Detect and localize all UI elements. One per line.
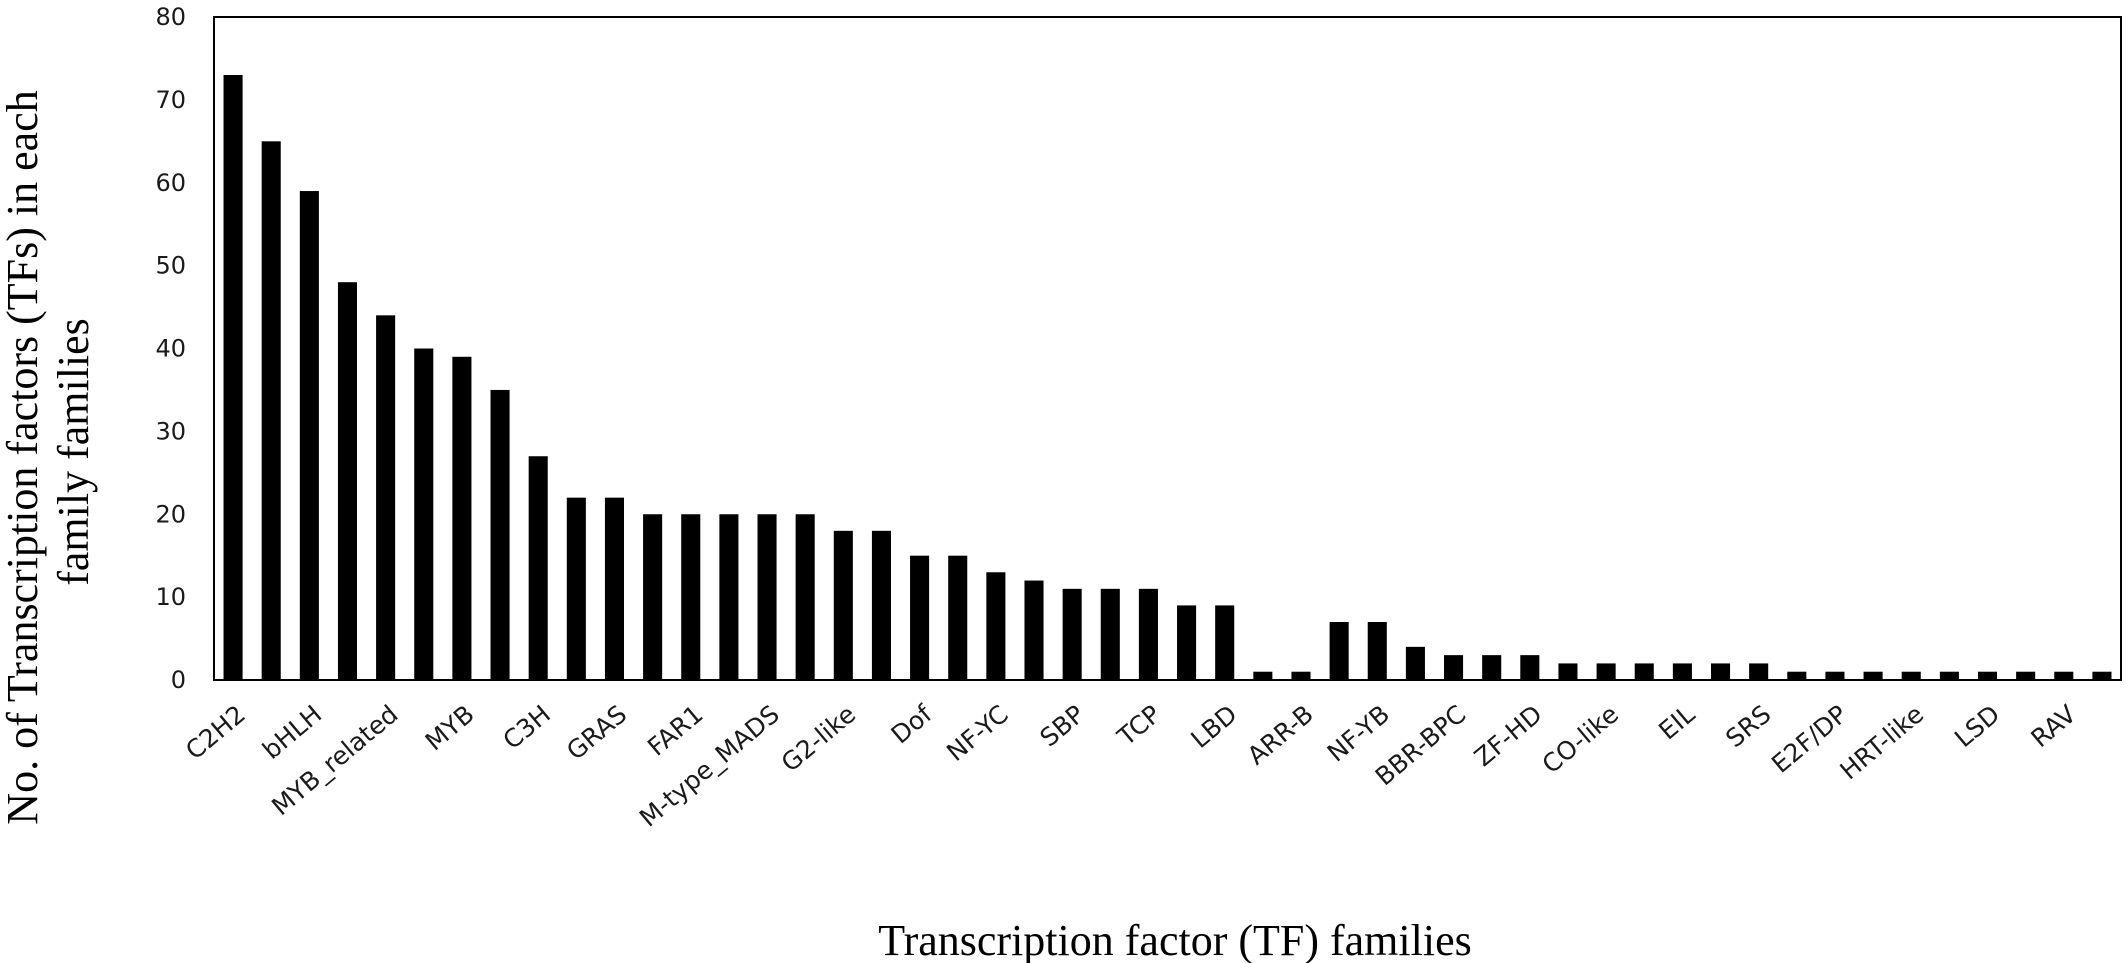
bar (1215, 605, 1235, 680)
bar (1482, 655, 1502, 680)
bar (1939, 671, 1959, 680)
bar (452, 356, 472, 680)
x-category-label: MYB (420, 699, 480, 756)
bar (1977, 671, 1998, 680)
bar (2054, 671, 2074, 680)
bar (757, 514, 777, 680)
bar (1253, 671, 1273, 680)
x-axis-title: Transcription factor (TF) families (878, 916, 1471, 963)
x-category-label: HRT-like (1834, 699, 1929, 785)
bar (1749, 663, 1769, 680)
bar (1863, 671, 1883, 680)
bar (1405, 646, 1425, 680)
y-axis-title: No. of Transcription factors (TFs) in ea… (0, 79, 98, 824)
x-category-label: C3H (497, 699, 556, 755)
bar-group (223, 75, 2112, 681)
bar (604, 497, 625, 680)
x-category-label: LSD (1949, 699, 2005, 753)
bar (1024, 580, 1044, 680)
bar (1177, 605, 1197, 680)
x-category-label: LBD (1185, 699, 1242, 754)
bar (1825, 671, 1845, 680)
y-tick-label: 0 (171, 666, 186, 694)
x-category-label: RAV (2025, 699, 2081, 753)
bar (528, 456, 548, 680)
bar (910, 555, 930, 680)
bar (490, 389, 510, 680)
y-tick-label: 10 (155, 583, 186, 611)
x-category-label: GRAS (561, 699, 632, 765)
y-tick-label: 70 (155, 86, 186, 114)
bar (2092, 671, 2112, 680)
bar (833, 530, 853, 680)
x-category-label: CO-like (1537, 699, 1624, 779)
bar (719, 514, 739, 680)
x-category-label: NF-YC (941, 699, 1014, 767)
bar (1596, 663, 1616, 680)
bar (1291, 671, 1311, 680)
bar (299, 191, 319, 681)
bar (681, 514, 701, 680)
x-category-label: SBP (1035, 699, 1090, 752)
y-tick-label: 20 (155, 500, 186, 528)
bar (376, 315, 396, 680)
x-category-label: TCP (1111, 699, 1166, 752)
x-category-label: G2-like (776, 699, 861, 777)
bar (871, 530, 891, 680)
bar (986, 572, 1006, 680)
bar (795, 514, 815, 680)
bar (1367, 621, 1387, 680)
y-tick-label: 30 (155, 417, 186, 445)
bar (1558, 663, 1578, 680)
bar (1138, 588, 1158, 680)
bar (1444, 655, 1464, 680)
y-tick-label: 50 (155, 252, 186, 280)
plot-frame (213, 16, 2122, 681)
bar (414, 348, 434, 680)
bar (223, 75, 243, 680)
bar (948, 555, 968, 680)
y-axis-title-line-2: family families (49, 318, 98, 586)
bar (1787, 671, 1807, 680)
bar (1062, 588, 1082, 680)
y-tick-label: 60 (155, 169, 186, 197)
bar (1710, 663, 1731, 680)
bar (566, 497, 586, 680)
x-category-label: ZF-HD (1469, 699, 1548, 772)
x-category-label: C2H2 (180, 699, 251, 765)
x-category-label: bHLH (257, 699, 327, 765)
bar (261, 141, 281, 680)
bar (1100, 588, 1120, 680)
y-tick-label: 80 (155, 3, 186, 31)
bar (1329, 621, 1349, 680)
x-category-label: ARR-B (1242, 699, 1319, 770)
bar (1520, 655, 1540, 680)
x-category-label: SRS (1720, 699, 1776, 753)
y-tick-label: 40 (155, 335, 186, 363)
bar (1901, 671, 1921, 680)
x-category-label: M-type_MADS (634, 699, 785, 832)
y-axis-title-line-1: No. of Transcription factors (TFs) in ea… (0, 90, 47, 824)
x-category-label: Dof (886, 699, 939, 750)
bar (643, 514, 663, 680)
bar (1634, 663, 1654, 680)
bar (2016, 671, 2036, 680)
x-category-label: EIL (1653, 699, 1700, 745)
bar (1672, 663, 1692, 680)
x-category-label: FAR1 (642, 699, 708, 761)
y-axis-ticks: 0 10 20 30 40 50 60 70 80 (155, 3, 186, 694)
bar (337, 282, 358, 680)
